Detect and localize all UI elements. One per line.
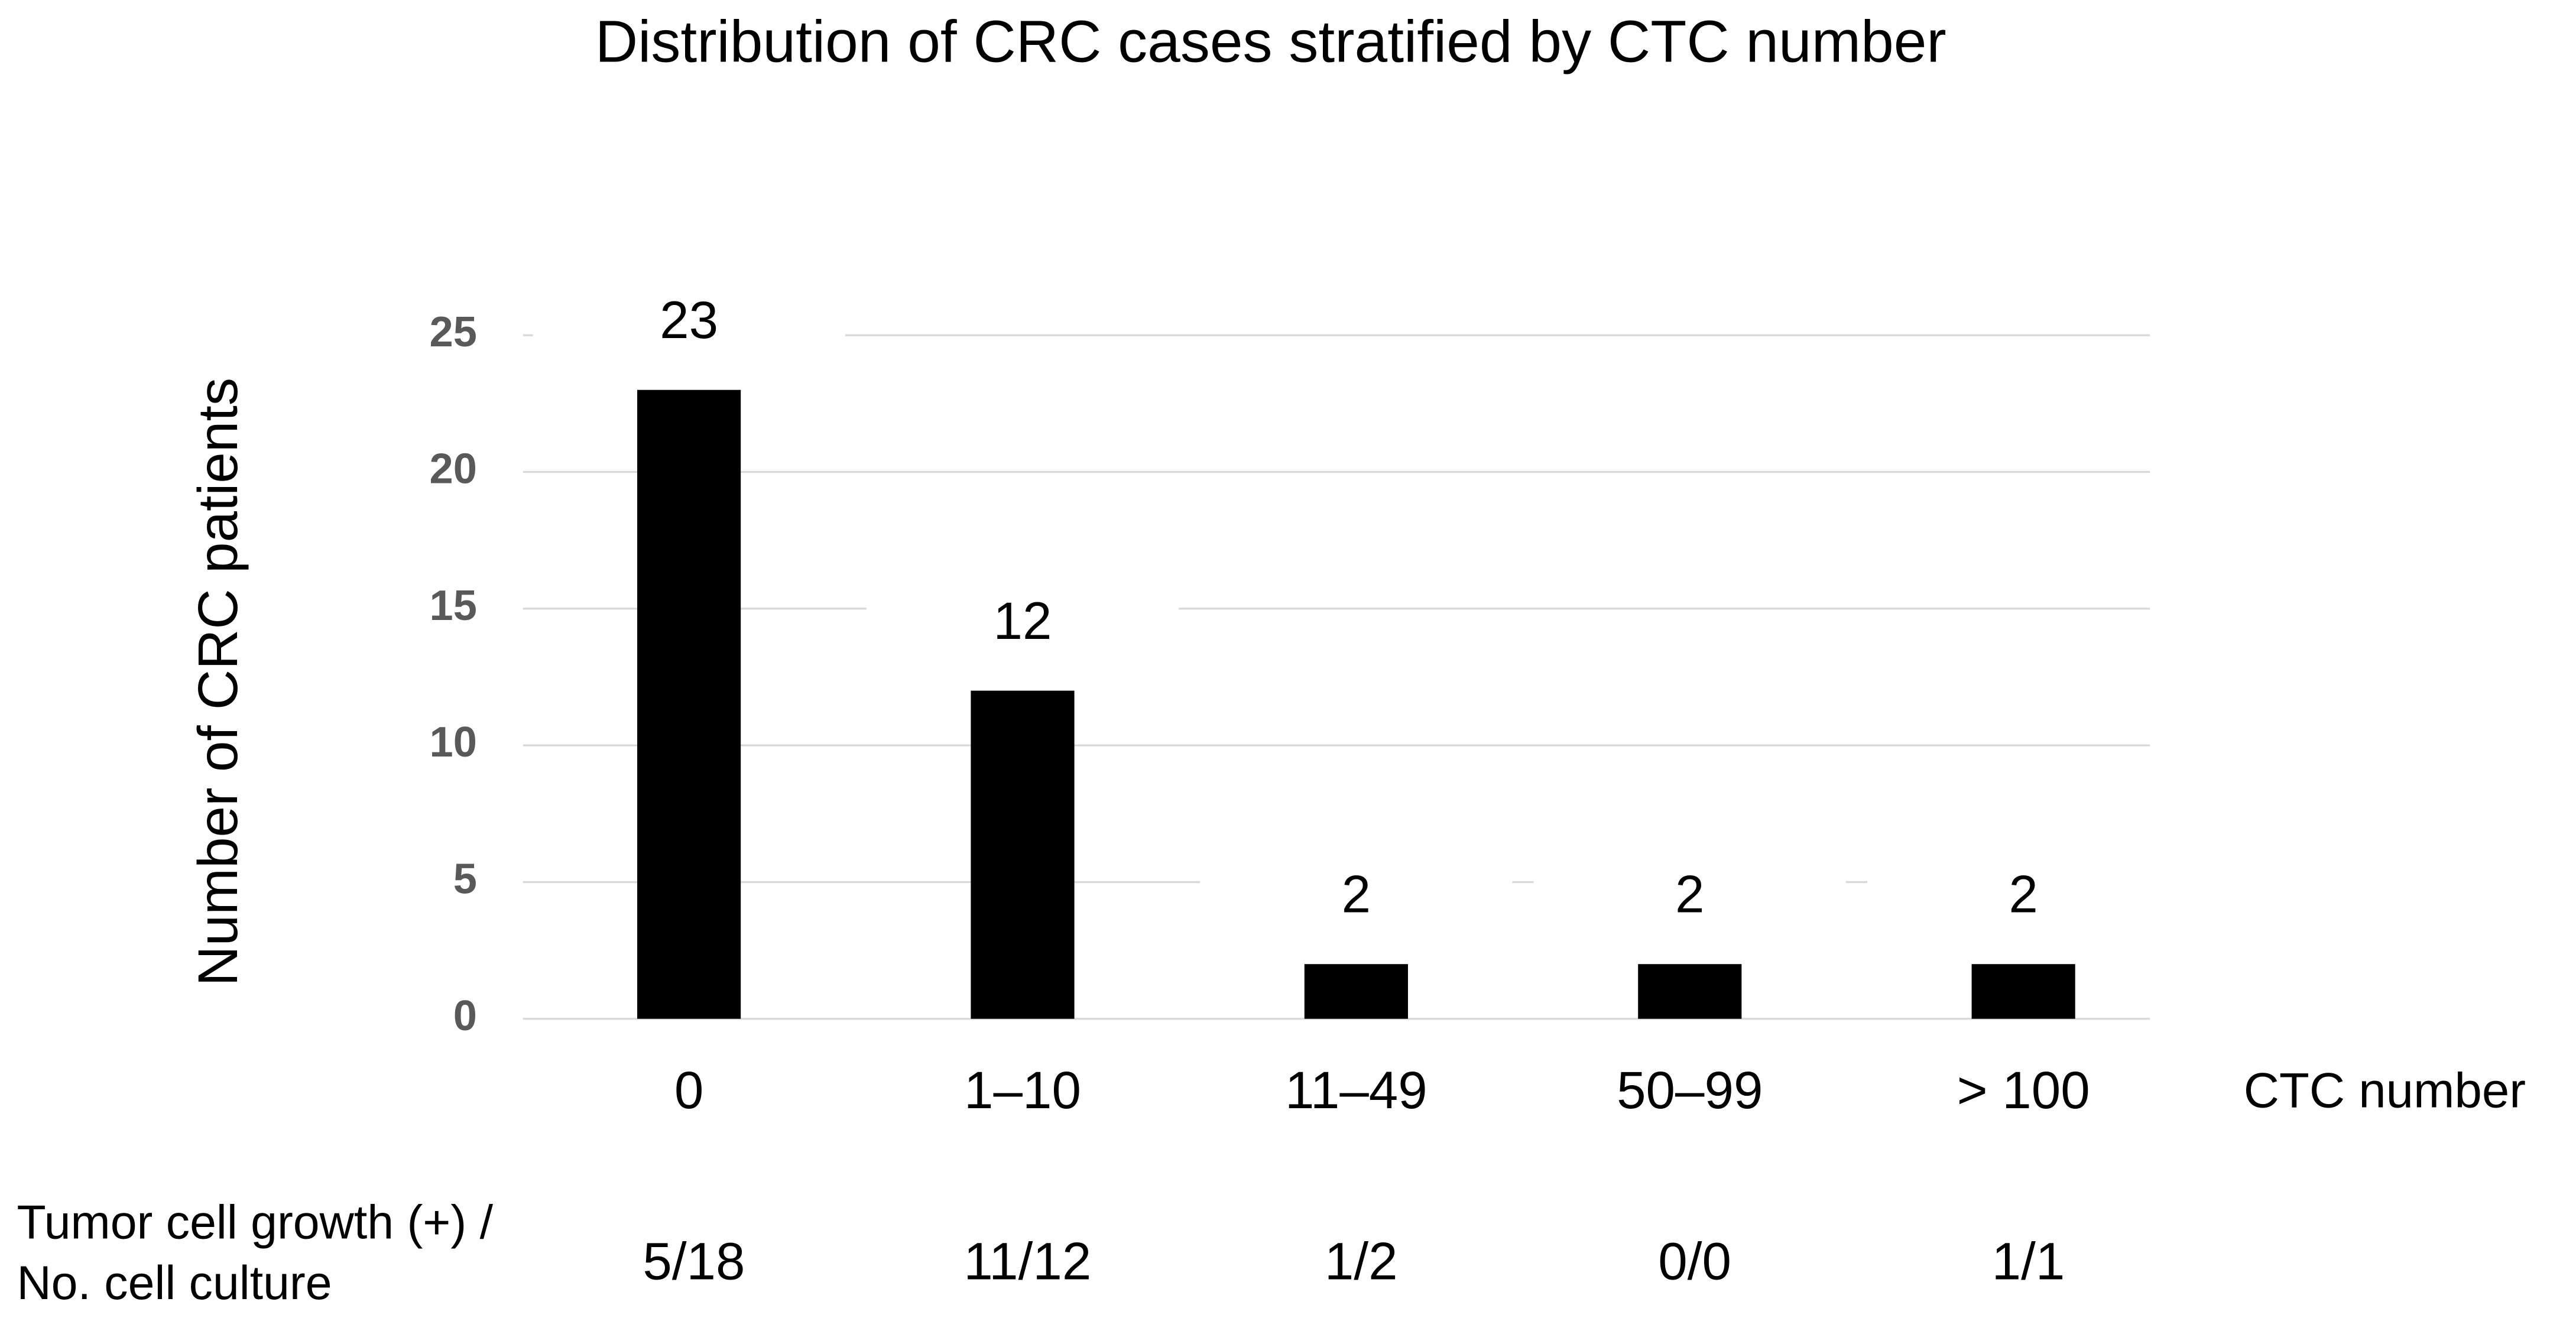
culture-value: 1/2 <box>1325 1231 1398 1290</box>
culture-value: 1/1 <box>1992 1231 2065 1290</box>
bar <box>637 389 741 1019</box>
x-tick-label: > 100 <box>1957 1060 2090 1119</box>
label-background <box>1867 865 2180 938</box>
y-tick-label: 0 <box>453 992 477 1040</box>
label-background <box>866 592 1179 665</box>
label-background <box>1533 865 1846 938</box>
y-tick-label: 25 <box>430 309 477 356</box>
bar <box>1638 964 1742 1019</box>
chart-title: Distribution of CRC cases stratified by … <box>595 8 1946 74</box>
y-tick-label: 10 <box>430 719 477 766</box>
culture-value: 11/12 <box>963 1231 1091 1290</box>
value-label: 23 <box>660 290 718 349</box>
y-tick-label: 20 <box>430 446 477 493</box>
bar <box>1304 964 1408 1019</box>
value-label: 2 <box>1675 865 1704 924</box>
y-tick-label: 5 <box>453 856 477 903</box>
row-label: Tumor cell growth (+) / <box>17 1196 493 1249</box>
x-tick-label: 11–49 <box>1285 1060 1427 1119</box>
value-label: 2 <box>2009 865 2038 924</box>
x-tick-label: 1–10 <box>964 1060 1081 1119</box>
value-label: 2 <box>1342 865 1371 924</box>
bar <box>971 690 1075 1019</box>
y-axis-label: Number of CRC patients <box>187 378 249 986</box>
bar <box>1971 964 2075 1019</box>
y-tick-label: 15 <box>430 582 477 629</box>
x-tick-label: 50–99 <box>1617 1060 1763 1119</box>
x-tick-label: 0 <box>674 1060 703 1119</box>
label-background <box>1200 865 1513 938</box>
label-background <box>533 291 845 364</box>
value-label: 12 <box>994 591 1052 650</box>
culture-value: 0/0 <box>1658 1231 1731 1290</box>
row-label: No. cell culture <box>17 1257 332 1310</box>
culture-value: 5/18 <box>643 1231 745 1290</box>
x-axis-label: CTC number <box>2244 1063 2526 1118</box>
